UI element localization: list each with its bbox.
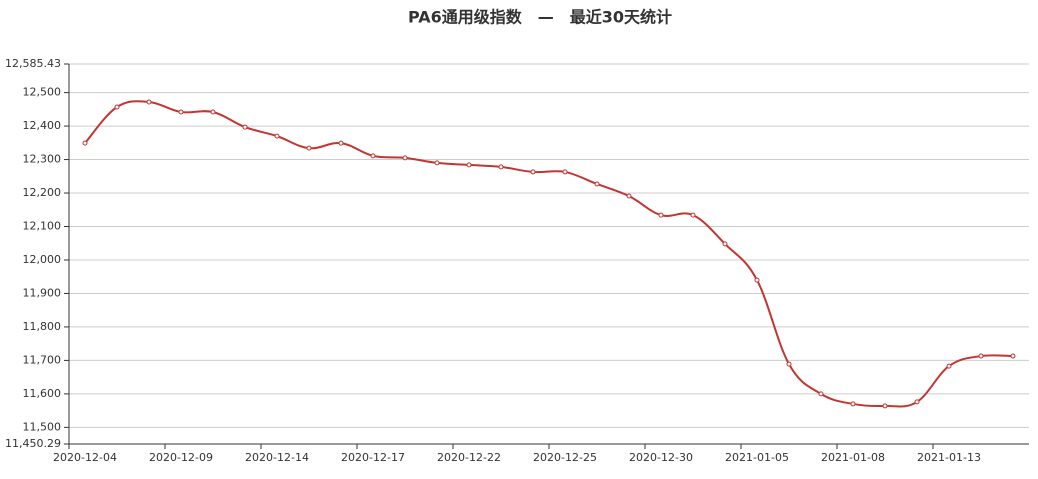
y-tick-label: 11,450.29 [5, 437, 61, 450]
y-tick-label: 12,100 [23, 220, 62, 233]
y-tick-label: 12,200 [23, 186, 62, 199]
x-tick-label: 2020-12-17 [341, 451, 405, 464]
point [626, 193, 632, 199]
point [242, 124, 248, 130]
point [402, 155, 408, 161]
chart-title: PA6通用级指数 — 最近30天统计 [408, 8, 672, 27]
x-tick-label: 2020-12-09 [149, 451, 213, 464]
point [114, 104, 120, 110]
point [978, 353, 984, 359]
y-tick-label: 12,300 [23, 153, 62, 166]
y-tick-label: 12,500 [23, 86, 62, 99]
point [530, 169, 536, 175]
point [498, 164, 504, 170]
point [946, 363, 952, 369]
point [786, 361, 792, 367]
x-tick-label: 2020-12-22 [437, 451, 501, 464]
point [690, 212, 696, 218]
point [466, 162, 472, 168]
point [658, 212, 664, 218]
point [562, 169, 568, 175]
point [210, 109, 216, 115]
point [146, 99, 152, 105]
x-tick-label: 2021-01-08 [821, 451, 885, 464]
y-tick-label: 11,600 [23, 387, 62, 400]
y-tick-label: 11,900 [23, 286, 62, 299]
x-tick-label: 2020-12-30 [629, 451, 693, 464]
point [818, 391, 824, 397]
point [882, 403, 888, 409]
y-tick-label: 11,700 [23, 353, 62, 366]
point [1010, 353, 1016, 359]
point [82, 140, 88, 146]
y-tick-label: 11,800 [23, 320, 62, 333]
point [594, 181, 600, 187]
x-tick-label: 2021-01-13 [917, 451, 981, 464]
point [178, 109, 184, 115]
point [338, 140, 344, 146]
y-tick-label: 12,000 [23, 253, 62, 266]
point [434, 160, 440, 166]
point [914, 399, 920, 405]
point [754, 277, 760, 283]
y-tick-label: 12,585.43 [5, 57, 61, 70]
point [370, 153, 376, 159]
x-tick-label: 2020-12-25 [533, 451, 597, 464]
x-tick-label: 2020-12-14 [245, 451, 309, 464]
point [306, 145, 312, 151]
x-tick-label: 2020-12-04 [53, 451, 117, 464]
y-tick-label: 11,500 [23, 420, 62, 433]
point [722, 241, 728, 247]
point [274, 133, 280, 139]
y-tick-label: 12,400 [23, 119, 62, 132]
point [850, 401, 856, 407]
x-tick-label: 2021-01-05 [725, 451, 789, 464]
